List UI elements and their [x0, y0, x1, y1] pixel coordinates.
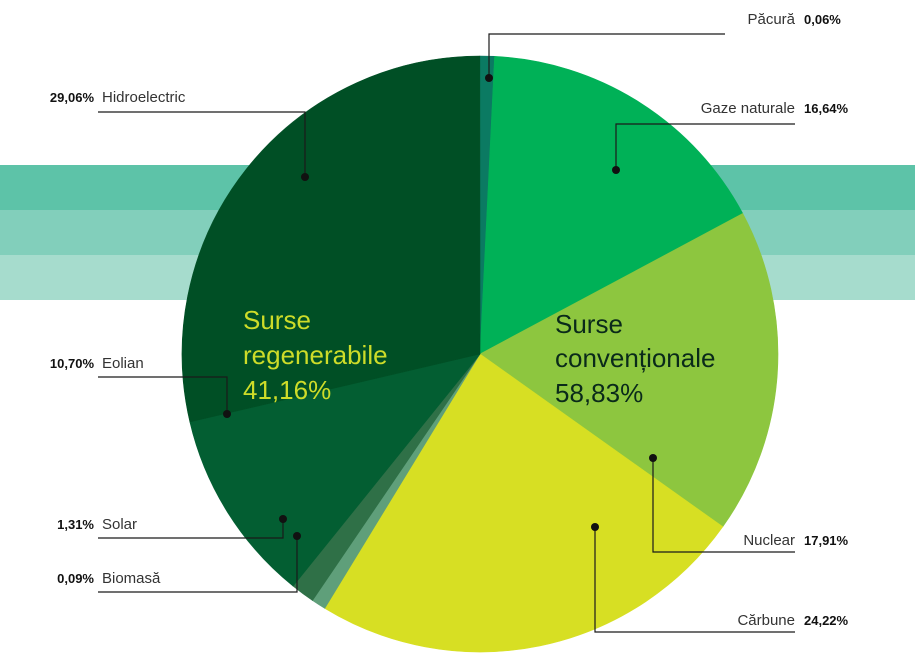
label-name-eolian: Eolian: [102, 355, 144, 372]
leader-line-carbune: [594, 527, 795, 633]
label-value-biomasa: 0,09%: [57, 571, 94, 586]
label-value-nuclear: 17,91%: [804, 533, 849, 548]
label-name-hidroelectric: Hidroelectric: [102, 89, 186, 106]
label-value-pacura: 0,06%: [804, 12, 841, 27]
group-renewable-line1: Surse: [243, 305, 311, 335]
leader-dot-solar: [279, 515, 287, 523]
group-renewable-line2: regenerabile: [243, 340, 388, 370]
label-value-solar: 1,31%: [57, 517, 94, 532]
slice-gaze-naturale: [479, 56, 744, 355]
group-conventional-line2: convenționale: [555, 343, 715, 373]
label-name-solar: Solar: [102, 516, 137, 533]
slice-nuclear: [479, 213, 779, 528]
leader-line-hidroelectric: [98, 111, 306, 177]
group-renewable-value: 41,16%: [243, 375, 331, 405]
leader-dot-eolian: [223, 410, 231, 418]
label-name-nuclear: Nuclear: [743, 532, 795, 549]
leader-dot-nuclear: [649, 454, 657, 462]
leader-line-biomasa: [98, 536, 298, 593]
group-labels: Surse regenerabile 41,16% Surse convenți…: [243, 305, 715, 408]
label-value-eolian: 10,70%: [50, 356, 95, 371]
slice-labels: Păcură 0,06% Gaze naturale 16,64% Nuclear 17,…: [50, 11, 849, 633]
label-value-gaze-naturale: 16,64%: [804, 101, 849, 116]
label-value-hidroelectric: 29,06%: [50, 90, 95, 105]
slice-carbune: [324, 353, 724, 653]
leader-line-eolian: [98, 376, 228, 414]
label-name-gaze-naturale: Gaze naturale: [701, 100, 795, 117]
label-name-biomasa: Biomasă: [102, 570, 161, 587]
label-name-carbune: Cărbune: [737, 612, 795, 629]
pie-slices: [181, 55, 779, 653]
leader-dot-biomasa: [293, 532, 301, 540]
group-conventional-line1: Surse: [555, 309, 623, 339]
leader-line-gaze-naturale: [615, 123, 795, 170]
group-conventional-value: 58,83%: [555, 378, 643, 408]
leader-line-pacura: [488, 33, 725, 78]
slice-eolian: [189, 353, 481, 587]
label-value-carbune: 24,22%: [804, 613, 849, 628]
leader-dot-gaze-naturale: [612, 166, 620, 174]
label-name-pacura: Păcură: [747, 11, 795, 28]
leader-dot-carbune: [591, 523, 599, 531]
leader-dot-pacura: [485, 74, 493, 82]
leader-line-nuclear: [652, 458, 795, 553]
leader-line-solar: [98, 519, 284, 539]
leader-dot-hidroelectric: [301, 173, 309, 181]
slice-hidroelectric: [181, 55, 481, 423]
